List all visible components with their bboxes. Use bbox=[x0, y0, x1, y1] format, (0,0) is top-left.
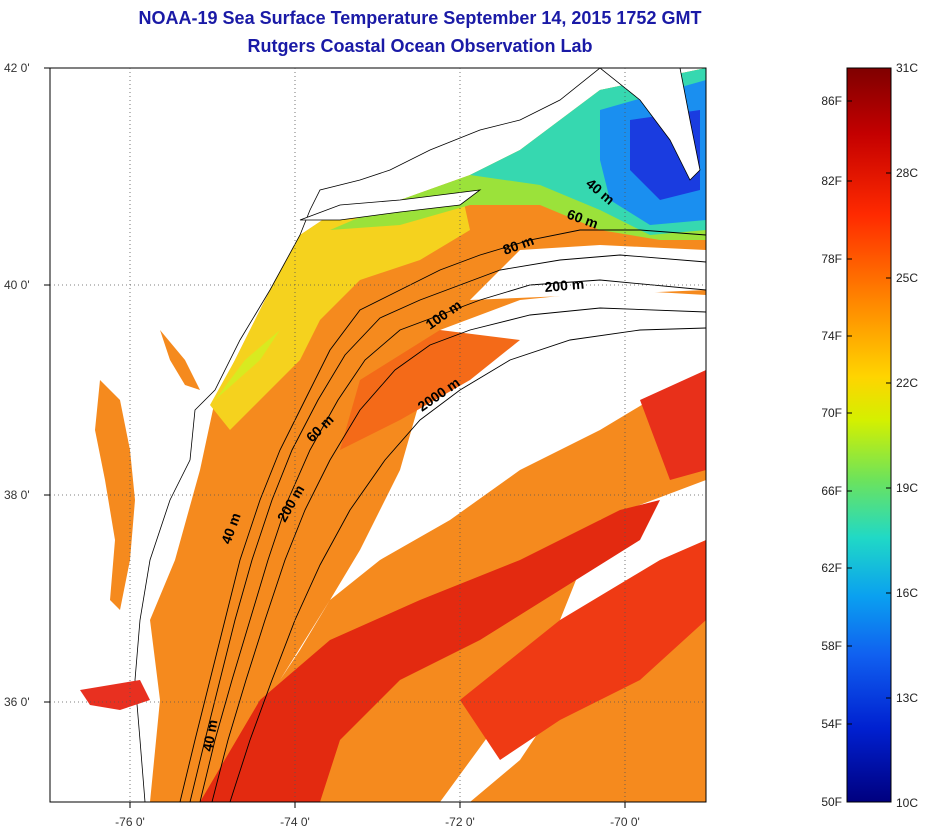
nearshore-cool-water bbox=[215, 300, 300, 400]
contour-line bbox=[229, 327, 706, 802]
latitude-label: 36 0' bbox=[4, 695, 30, 709]
colorbar-fahrenheit-label: 78F bbox=[821, 252, 842, 266]
colorbar-fahrenheit-label: 62F bbox=[821, 561, 842, 575]
map-title: NOAA-19 Sea Surface Temperature Septembe… bbox=[138, 8, 702, 28]
colorbar-celsius-label: 10C bbox=[896, 796, 919, 810]
cloud-mask bbox=[280, 290, 706, 680]
contour-line bbox=[199, 279, 706, 802]
colorbar-fahrenheit-label: 50F bbox=[821, 795, 842, 809]
warm-patch bbox=[640, 370, 706, 480]
colorbar-fahrenheit-label: 74F bbox=[821, 329, 842, 343]
colorbar-celsius-label: 31C bbox=[896, 61, 919, 75]
pamlico-sound bbox=[80, 680, 150, 710]
chesapeake-bay bbox=[95, 380, 135, 610]
colorbar-fahrenheit-label: 86F bbox=[821, 94, 842, 108]
cloud-mask bbox=[470, 245, 706, 300]
latitude-label: 40 0' bbox=[4, 278, 30, 292]
long-island bbox=[299, 189, 482, 221]
colorbar bbox=[846, 67, 892, 803]
colorbar-fahrenheit-label: 54F bbox=[821, 717, 842, 731]
cape-cod bbox=[599, 68, 701, 181]
map-frame bbox=[49, 67, 707, 803]
gulf-stream-band bbox=[460, 540, 706, 760]
longitude-label: -72 0' bbox=[445, 815, 475, 829]
colorbar-celsius-label: 25C bbox=[896, 271, 919, 285]
map-subtitle: Rutgers Coastal Ocean Observation Lab bbox=[247, 36, 593, 56]
warm-patch bbox=[340, 330, 520, 450]
contour-line bbox=[211, 307, 706, 802]
colorbar-fahrenheit-label: 70F bbox=[821, 406, 842, 420]
colorbar-fahrenheit-label: 58F bbox=[821, 639, 842, 653]
colorbar-celsius-label: 22C bbox=[896, 376, 919, 390]
contour-label: 40 m bbox=[199, 718, 220, 752]
contour-line bbox=[179, 229, 706, 802]
longitude-label: -76 0' bbox=[115, 815, 145, 829]
gulf-stream-band bbox=[200, 500, 660, 802]
longitude-label: -70 0' bbox=[610, 815, 640, 829]
colorbar-celsius-label: 13C bbox=[896, 691, 919, 705]
colorbar-celsius-label: 16C bbox=[896, 586, 919, 600]
colorbar-fahrenheit-label: 66F bbox=[821, 484, 842, 498]
colorbar-celsius-label: 28C bbox=[896, 166, 919, 180]
nearshore-cool-water bbox=[210, 185, 470, 430]
colorbar-fahrenheit-label: 82F bbox=[821, 174, 842, 188]
latitude-label: 42 0' bbox=[4, 61, 30, 75]
delaware-bay bbox=[160, 330, 200, 390]
contour-line bbox=[189, 254, 706, 802]
latitude-label: 38 0' bbox=[4, 488, 30, 502]
contour-label: 200 m bbox=[544, 276, 585, 295]
longitude-label: -74 0' bbox=[280, 815, 310, 829]
colorbar-celsius-label: 19C bbox=[896, 481, 919, 495]
